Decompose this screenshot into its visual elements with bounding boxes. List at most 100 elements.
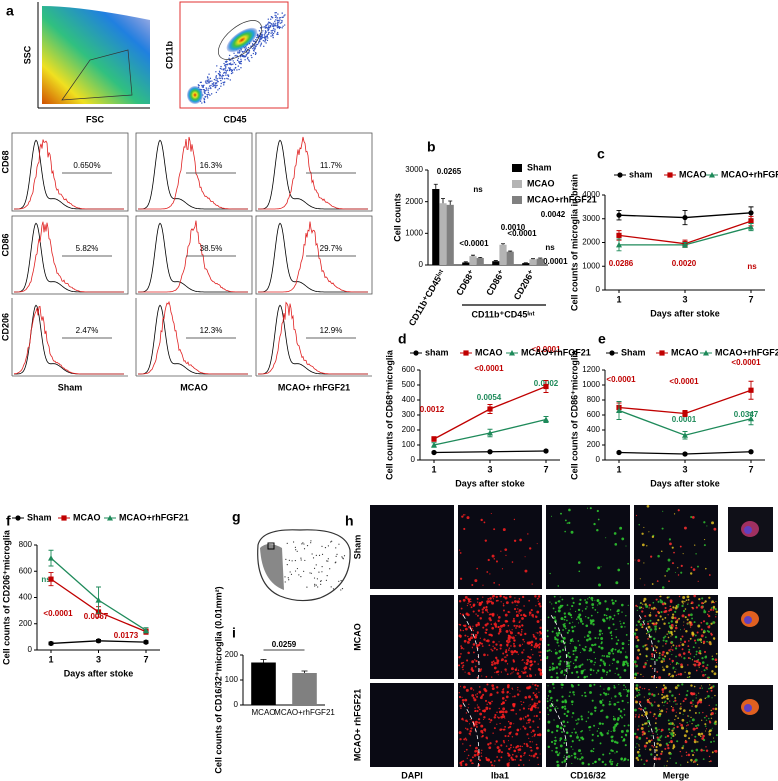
cell-signal [620,603,624,607]
cell-signal [464,514,466,516]
cell-signal [539,654,541,657]
event-dot [276,17,278,19]
event-dot [215,83,217,85]
event-dot [211,80,213,82]
p-value: 0.0054 [477,393,502,402]
event-dot [258,41,260,43]
cell-signal [714,694,716,697]
cell-signal [689,624,691,626]
cell-signal [495,560,498,563]
event-dot [202,88,205,91]
cell-signal [648,698,651,700]
tissue-speck [334,562,336,564]
cell-signal [488,707,491,710]
cell-signal [690,692,693,695]
cell-signal [706,630,709,632]
cell-signal [470,600,472,603]
cell-signal [490,623,493,626]
cell-signal [664,747,667,750]
cell-signal [675,620,679,624]
cell-signal [587,711,590,713]
cell-signal [676,703,678,705]
cell-signal [661,693,663,696]
data-point [543,448,549,454]
cell-signal [662,650,665,654]
cell-signal [638,523,640,526]
event-dot [219,67,222,70]
cell-signal [532,635,536,638]
cell-signal [475,725,478,728]
cell-signal [682,553,684,555]
data-point [15,515,21,521]
cell-signal [577,608,581,612]
cell-signal [537,600,539,602]
y-tick-label: 600 [402,365,416,374]
cell-signal [627,694,629,696]
cell-signal [517,689,519,691]
event-dot [270,16,273,18]
cell-signal [640,606,643,609]
cell-signal [471,762,474,765]
cell-signal [686,618,689,621]
cell-signal [607,730,610,732]
cell-signal [587,616,590,619]
cell-signal [708,610,710,613]
cell-signal [566,710,570,713]
cell-signal [509,595,512,598]
cell-signal [667,728,671,731]
cell-signal [498,628,502,631]
cell-signal [507,735,510,738]
cell-signal [680,723,684,727]
event-dot [206,89,208,91]
bar [536,258,544,265]
cell-signal [490,512,492,515]
cell-signal [490,634,493,637]
cell-signal [706,640,708,643]
cell-signal [507,637,511,641]
p-value: <0.0001 [731,358,761,367]
cell-signal [684,608,687,610]
cell-signal [656,670,659,673]
cell-signal [597,566,601,570]
cell-signal [664,602,667,605]
cell-signal [674,635,678,639]
cell-signal [635,604,638,607]
cell-signal [508,629,511,631]
cell-signal [563,759,567,763]
event-dot [270,18,272,20]
cell-signal [576,735,579,739]
event-dot [266,35,268,37]
cell-signal [572,691,575,694]
row-label: MCAO [352,623,362,651]
cell-signal [635,700,637,702]
cell-signal [705,730,707,732]
cell-signal [601,654,603,657]
cell-signal [715,613,717,616]
event-dot [268,26,271,29]
cell-signal [617,568,621,572]
cell-signal [668,631,671,634]
column-label: MCAO+ rhFGF21 [278,382,350,392]
cell-signal [500,744,503,747]
cell-signal [637,559,641,562]
legend-label: MCAO [73,512,101,522]
data-point [48,555,54,561]
cell-signal [546,649,549,653]
cell-signal [518,764,520,767]
cell-signal [460,707,462,710]
cell-signal [554,620,557,623]
cell-signal [484,608,488,612]
cell-signal [534,674,537,676]
cell-signal [523,719,525,721]
cell-signal [521,643,524,645]
cell-signal [620,730,624,733]
cell-signal [551,682,555,686]
cell-signal [676,740,679,743]
cell-signal [475,644,479,648]
cell-signal [597,518,600,521]
cell-signal [627,724,630,727]
cell-signal [508,754,511,757]
cell-signal [528,667,532,670]
cell-signal [691,705,693,707]
cell-signal [466,728,469,731]
